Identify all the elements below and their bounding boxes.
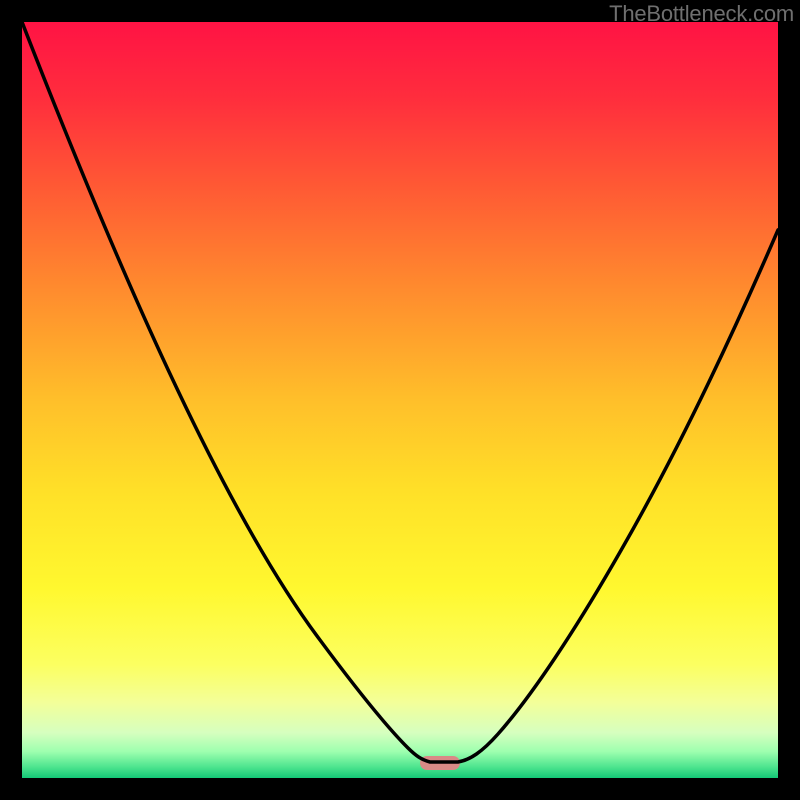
bottleneck-curve [22, 22, 778, 762]
watermark-text: TheBottleneck.com [609, 1, 794, 27]
overlay-svg [22, 22, 778, 778]
chart-frame: TheBottleneck.com [0, 0, 800, 800]
plot-area [22, 22, 778, 778]
